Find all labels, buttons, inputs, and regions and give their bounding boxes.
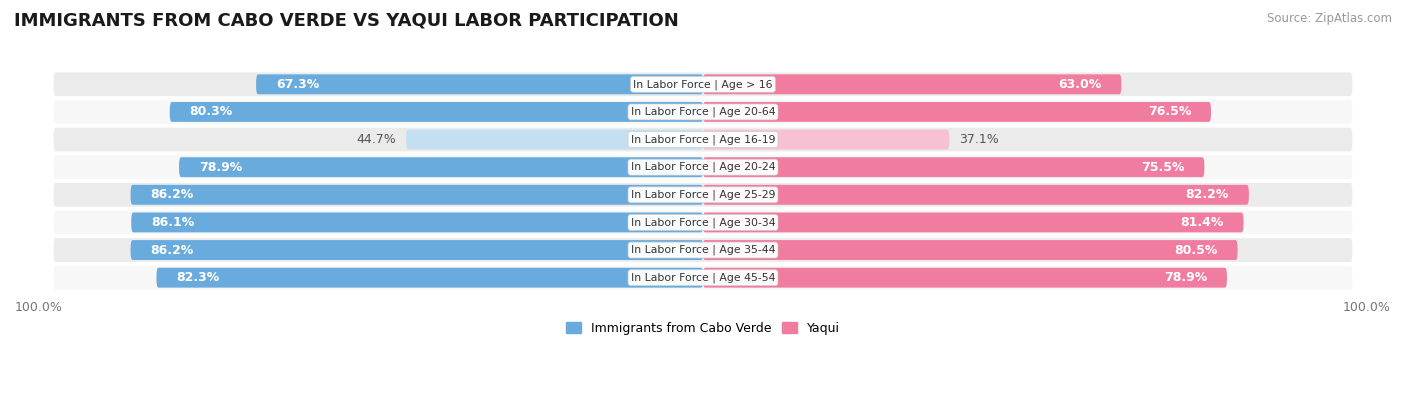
FancyBboxPatch shape bbox=[52, 154, 1354, 181]
FancyBboxPatch shape bbox=[156, 268, 703, 288]
Text: In Labor Force | Age 35-44: In Labor Force | Age 35-44 bbox=[631, 245, 775, 255]
Text: 37.1%: 37.1% bbox=[959, 133, 1000, 146]
Text: In Labor Force | Age 16-19: In Labor Force | Age 16-19 bbox=[631, 134, 775, 145]
FancyBboxPatch shape bbox=[52, 264, 1354, 291]
Text: Source: ZipAtlas.com: Source: ZipAtlas.com bbox=[1267, 12, 1392, 25]
Text: In Labor Force | Age 25-29: In Labor Force | Age 25-29 bbox=[631, 190, 775, 200]
FancyBboxPatch shape bbox=[52, 126, 1354, 153]
FancyBboxPatch shape bbox=[131, 213, 703, 232]
Text: 80.5%: 80.5% bbox=[1174, 244, 1218, 257]
Legend: Immigrants from Cabo Verde, Yaqui: Immigrants from Cabo Verde, Yaqui bbox=[561, 317, 845, 340]
FancyBboxPatch shape bbox=[170, 102, 703, 122]
Text: 82.2%: 82.2% bbox=[1185, 188, 1229, 201]
Text: 78.9%: 78.9% bbox=[200, 161, 242, 174]
FancyBboxPatch shape bbox=[131, 185, 703, 205]
FancyBboxPatch shape bbox=[703, 268, 1227, 288]
FancyBboxPatch shape bbox=[52, 237, 1354, 263]
FancyBboxPatch shape bbox=[703, 74, 1122, 94]
Text: 75.5%: 75.5% bbox=[1140, 161, 1184, 174]
Text: 86.1%: 86.1% bbox=[152, 216, 194, 229]
FancyBboxPatch shape bbox=[703, 213, 1243, 232]
FancyBboxPatch shape bbox=[52, 182, 1354, 208]
Text: 67.3%: 67.3% bbox=[276, 78, 319, 91]
FancyBboxPatch shape bbox=[703, 102, 1211, 122]
Text: 82.3%: 82.3% bbox=[176, 271, 219, 284]
Text: In Labor Force | Age > 16: In Labor Force | Age > 16 bbox=[633, 79, 773, 90]
FancyBboxPatch shape bbox=[256, 74, 703, 94]
Text: 81.4%: 81.4% bbox=[1180, 216, 1223, 229]
FancyBboxPatch shape bbox=[52, 209, 1354, 236]
Text: In Labor Force | Age 45-54: In Labor Force | Age 45-54 bbox=[631, 273, 775, 283]
Text: 86.2%: 86.2% bbox=[150, 244, 194, 257]
Text: In Labor Force | Age 20-24: In Labor Force | Age 20-24 bbox=[631, 162, 775, 173]
Text: 78.9%: 78.9% bbox=[1164, 271, 1206, 284]
FancyBboxPatch shape bbox=[703, 240, 1237, 260]
Text: 80.3%: 80.3% bbox=[190, 105, 233, 118]
FancyBboxPatch shape bbox=[131, 240, 703, 260]
Text: 76.5%: 76.5% bbox=[1147, 105, 1191, 118]
Text: In Labor Force | Age 20-64: In Labor Force | Age 20-64 bbox=[631, 107, 775, 117]
Text: 63.0%: 63.0% bbox=[1059, 78, 1101, 91]
Text: 86.2%: 86.2% bbox=[150, 188, 194, 201]
FancyBboxPatch shape bbox=[703, 185, 1249, 205]
FancyBboxPatch shape bbox=[179, 157, 703, 177]
Text: In Labor Force | Age 30-34: In Labor Force | Age 30-34 bbox=[631, 217, 775, 228]
Text: 44.7%: 44.7% bbox=[357, 133, 396, 146]
FancyBboxPatch shape bbox=[52, 71, 1354, 98]
FancyBboxPatch shape bbox=[406, 130, 703, 149]
FancyBboxPatch shape bbox=[703, 130, 949, 149]
FancyBboxPatch shape bbox=[703, 157, 1205, 177]
Text: IMMIGRANTS FROM CABO VERDE VS YAQUI LABOR PARTICIPATION: IMMIGRANTS FROM CABO VERDE VS YAQUI LABO… bbox=[14, 12, 679, 30]
FancyBboxPatch shape bbox=[52, 99, 1354, 125]
